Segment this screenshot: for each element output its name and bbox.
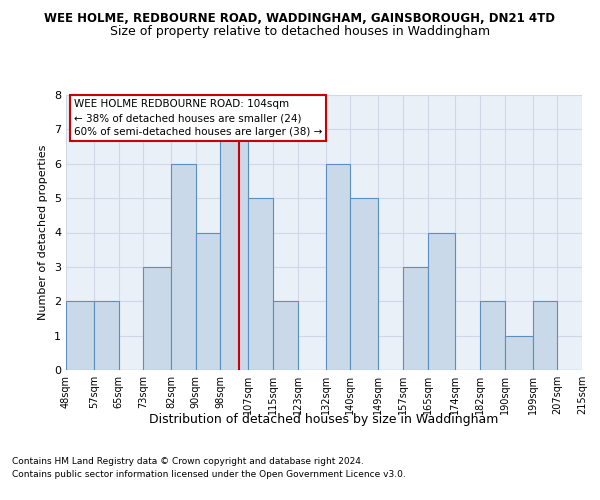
Text: Contains public sector information licensed under the Open Government Licence v3: Contains public sector information licen… bbox=[12, 470, 406, 479]
Bar bbox=[326, 164, 350, 370]
Bar bbox=[533, 301, 557, 370]
Bar bbox=[66, 301, 94, 370]
Text: Size of property relative to detached houses in Waddingham: Size of property relative to detached ho… bbox=[110, 25, 490, 38]
Bar bbox=[428, 232, 455, 370]
Text: Distribution of detached houses by size in Waddingham: Distribution of detached houses by size … bbox=[149, 412, 499, 426]
Bar bbox=[480, 301, 505, 370]
Bar bbox=[220, 130, 248, 370]
Bar bbox=[143, 267, 171, 370]
Bar bbox=[350, 198, 378, 370]
Bar bbox=[196, 232, 220, 370]
Bar bbox=[94, 301, 119, 370]
Bar bbox=[248, 198, 273, 370]
Bar bbox=[505, 336, 533, 370]
Bar bbox=[403, 267, 428, 370]
Text: WEE HOLME REDBOURNE ROAD: 104sqm
← 38% of detached houses are smaller (24)
60% o: WEE HOLME REDBOURNE ROAD: 104sqm ← 38% o… bbox=[74, 99, 322, 137]
Text: Contains HM Land Registry data © Crown copyright and database right 2024.: Contains HM Land Registry data © Crown c… bbox=[12, 458, 364, 466]
Bar bbox=[171, 164, 196, 370]
Text: WEE HOLME, REDBOURNE ROAD, WADDINGHAM, GAINSBOROUGH, DN21 4TD: WEE HOLME, REDBOURNE ROAD, WADDINGHAM, G… bbox=[44, 12, 556, 26]
Y-axis label: Number of detached properties: Number of detached properties bbox=[38, 145, 49, 320]
Bar bbox=[273, 301, 298, 370]
